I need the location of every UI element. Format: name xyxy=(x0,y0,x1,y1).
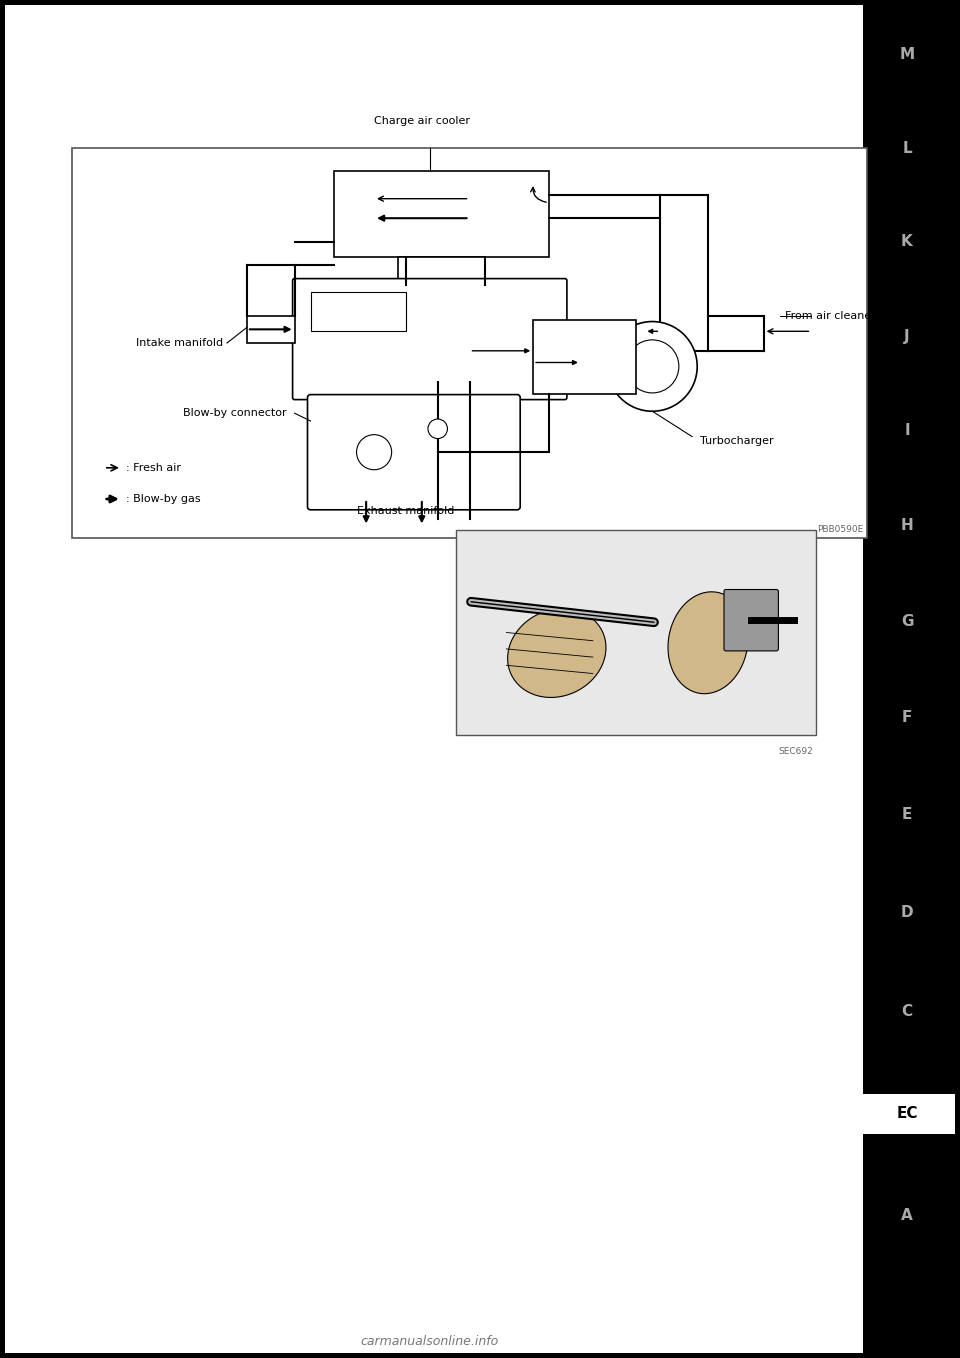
FancyBboxPatch shape xyxy=(293,278,567,399)
Text: From air cleaner: From air cleaner xyxy=(784,311,876,320)
FancyBboxPatch shape xyxy=(456,530,816,735)
Text: M: M xyxy=(900,46,915,62)
Ellipse shape xyxy=(668,592,748,694)
FancyBboxPatch shape xyxy=(247,315,295,344)
Text: G: G xyxy=(900,614,913,630)
Text: H: H xyxy=(900,517,913,534)
Text: carmanualsonline.info: carmanualsonline.info xyxy=(361,1335,499,1348)
Text: Turbocharger: Turbocharger xyxy=(700,436,774,445)
FancyBboxPatch shape xyxy=(859,1093,955,1134)
Text: J: J xyxy=(904,329,910,345)
Text: : Blow-by gas: : Blow-by gas xyxy=(126,494,201,504)
Text: EC: EC xyxy=(897,1105,918,1122)
FancyBboxPatch shape xyxy=(72,148,867,538)
FancyBboxPatch shape xyxy=(310,292,406,331)
Circle shape xyxy=(356,435,392,470)
Text: Blow-by connector: Blow-by connector xyxy=(183,409,287,418)
FancyBboxPatch shape xyxy=(307,395,520,509)
Text: Charge air cooler: Charge air cooler xyxy=(373,115,469,126)
Text: F: F xyxy=(901,709,912,725)
Ellipse shape xyxy=(508,608,606,698)
Text: : Fresh air: : Fresh air xyxy=(126,463,180,473)
FancyBboxPatch shape xyxy=(724,589,779,650)
Text: D: D xyxy=(900,904,913,921)
FancyBboxPatch shape xyxy=(5,5,863,1353)
Text: I: I xyxy=(904,422,910,439)
Text: PBB0590E: PBB0590E xyxy=(817,526,863,534)
Circle shape xyxy=(626,340,679,392)
Circle shape xyxy=(428,420,447,439)
FancyBboxPatch shape xyxy=(533,319,636,394)
FancyBboxPatch shape xyxy=(398,257,486,284)
Text: C: C xyxy=(901,1004,913,1020)
FancyBboxPatch shape xyxy=(863,5,955,1353)
Text: E: E xyxy=(901,807,912,823)
Text: K: K xyxy=(901,234,913,250)
Circle shape xyxy=(608,322,697,411)
Text: A: A xyxy=(901,1207,913,1224)
Text: Exhaust manifold: Exhaust manifold xyxy=(357,505,455,516)
FancyBboxPatch shape xyxy=(334,171,549,257)
Text: L: L xyxy=(902,140,912,156)
Text: Intake manifold: Intake manifold xyxy=(135,338,223,348)
Text: SEC692: SEC692 xyxy=(779,747,813,756)
